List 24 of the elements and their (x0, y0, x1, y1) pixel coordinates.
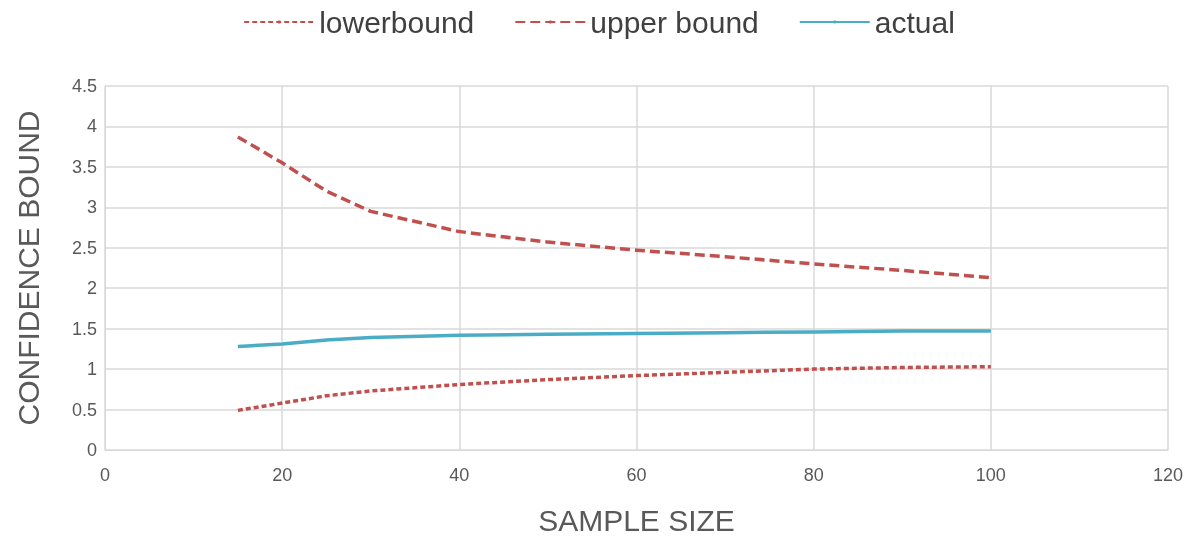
x-tick-label: 40 (449, 465, 470, 485)
line-series (236, 329, 993, 349)
y-tick-label: 4.5 (71, 76, 97, 96)
y-tick-label: 0 (86, 440, 97, 460)
y-tick-label: 2.5 (71, 237, 97, 258)
y-tick-label: 0.5 (71, 399, 97, 420)
legend-label: lowerbound (319, 5, 475, 39)
legend-label: actual (874, 5, 955, 39)
y-tick-label: 3 (86, 197, 97, 218)
y-tick-label: 1 (86, 359, 97, 380)
legend-label: upper bound (590, 5, 759, 39)
x-tick-label: 60 (626, 465, 647, 485)
y-tick-label: 4 (86, 116, 97, 137)
x-tick-label: 80 (803, 465, 824, 485)
x-tick-label: 20 (272, 465, 293, 485)
x-tick-label: 120 (1152, 465, 1184, 485)
y-tick-label: 1.5 (71, 318, 97, 339)
x-tick-label: 0 (99, 465, 111, 485)
x-axis-title: SAMPLE SIZE (538, 503, 735, 537)
y-tick-label: 2 (86, 278, 97, 299)
line-series (236, 364, 993, 413)
y-axis-title: CONFIDENCE BOUND (11, 110, 45, 426)
y-tick-label: 3.5 (71, 156, 97, 177)
x-tick-label: 100 (975, 465, 1006, 485)
